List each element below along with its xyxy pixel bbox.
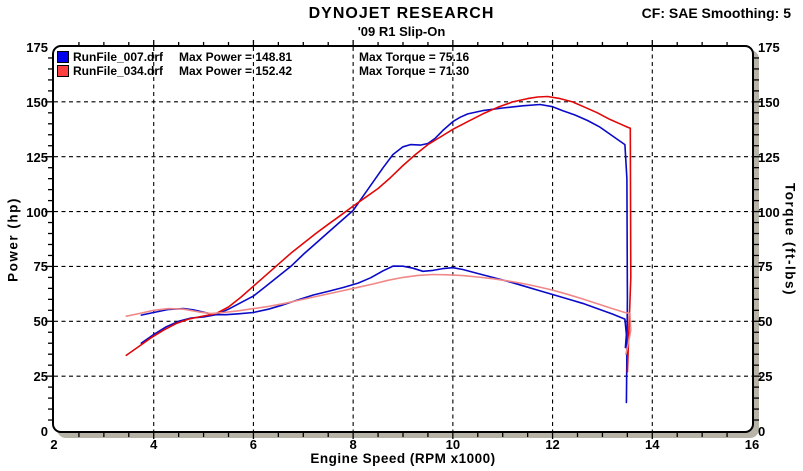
plot-area: RunFile_007.drf Max Power = 148.81 Max T… xyxy=(52,45,754,433)
left-y-tick-label: 75 xyxy=(33,259,48,275)
runfile-007-torque-curve xyxy=(140,265,628,349)
x-tick-label: 8 xyxy=(349,437,357,452)
correction-smoothing-info: CF: SAE Smoothing: 5 xyxy=(641,5,791,21)
x-tick-label: 10 xyxy=(445,437,461,452)
chart-subtitle: '09 R1 Slip-On xyxy=(357,24,446,39)
x-tick-label: 2 xyxy=(50,437,58,452)
runfile-034-power-curve xyxy=(125,95,632,373)
plot-canvas xyxy=(54,47,752,431)
x-tick-label: 16 xyxy=(744,437,760,452)
right-y-tick-label: 25 xyxy=(758,369,773,385)
right-y-tick-label: 125 xyxy=(758,149,780,165)
chart-title: DYNOJET RESEARCH xyxy=(308,5,495,22)
left-axis-title: Power (hp) xyxy=(5,197,21,282)
right-y-tick-label: 75 xyxy=(758,259,773,275)
legend-max-torque: Max Torque = 75.16 xyxy=(359,50,470,64)
x-tick-label: 14 xyxy=(645,437,660,452)
right-axis-title: Torque (ft-lbs) xyxy=(782,183,798,296)
legend-swatch-blue-icon xyxy=(57,51,69,63)
gridlines xyxy=(54,47,752,431)
x-tick-label: 12 xyxy=(545,437,560,452)
legend: RunFile_007.drf Max Power = 148.81 Max T… xyxy=(57,50,469,78)
x-tick-label: 4 xyxy=(150,437,158,452)
runfile-007-power-curve xyxy=(140,103,629,404)
legend-max-power: Max Power = 148.81 xyxy=(179,50,293,64)
right-y-tick-label: 175 xyxy=(758,40,780,55)
legend-swatch-red-icon xyxy=(57,65,69,77)
left-y-tick-label: 50 xyxy=(33,314,48,330)
left-y-tick-label: 100 xyxy=(26,204,48,220)
runfile-034-torque-curve xyxy=(125,273,632,356)
x-axis-title: Engine Speed (RPM x1000) xyxy=(310,451,496,466)
right-y-tick-label: 100 xyxy=(758,204,780,220)
legend-run-file: RunFile_034.drf xyxy=(73,64,164,78)
legend-run-file: RunFile_007.drf xyxy=(73,50,164,64)
legend-row-runfile-034: RunFile_034.drf Max Power = 152.42 Max T… xyxy=(57,64,469,78)
right-y-tick-label: 0 xyxy=(758,424,766,439)
left-y-tick-label: 0 xyxy=(40,424,48,439)
left-y-tick-label: 25 xyxy=(33,369,48,385)
right-y-tick-label: 50 xyxy=(758,314,773,330)
legend-max-power: Max Power = 152.42 xyxy=(179,64,293,78)
x-tick-label: 6 xyxy=(249,437,258,452)
legend-max-torque: Max Torque = 71.30 xyxy=(359,64,470,78)
left-y-tick-label: 175 xyxy=(26,40,48,55)
right-y-tick-label: 150 xyxy=(758,94,780,110)
left-y-tick-label: 125 xyxy=(26,149,48,165)
legend-row-runfile-007: RunFile_007.drf Max Power = 148.81 Max T… xyxy=(57,50,469,64)
left-y-tick-label: 150 xyxy=(26,94,48,110)
